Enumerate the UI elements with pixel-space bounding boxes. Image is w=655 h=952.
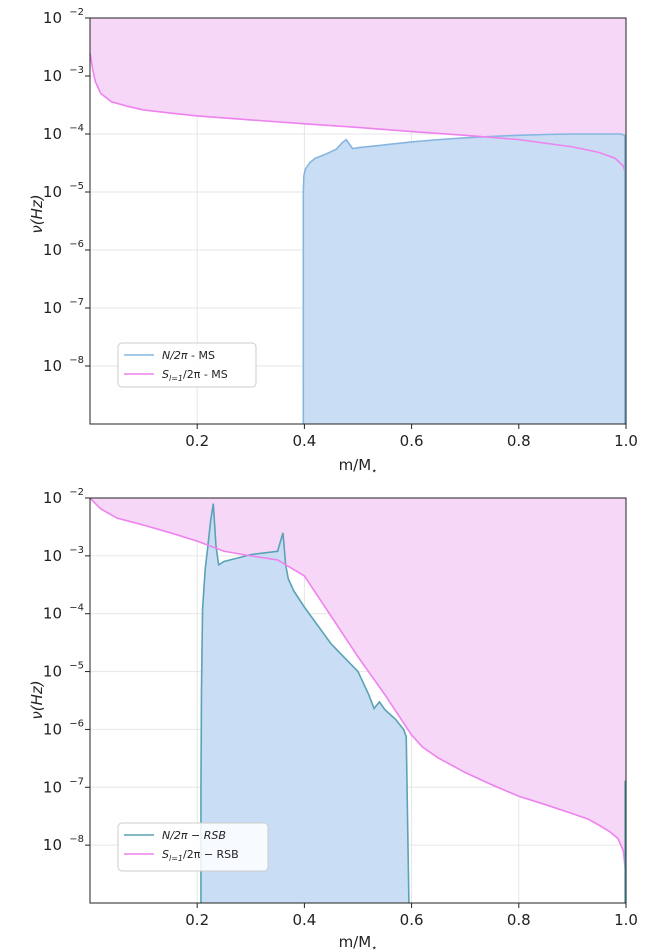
x-tick-label: 0.6 [400, 911, 424, 929]
x-axis-label: m/M⋆ [339, 933, 378, 952]
n-series-fill [303, 134, 625, 424]
y-tick-label: 10 [43, 663, 62, 681]
n-series-fill [200, 503, 409, 903]
y-tick-exponent: −5 [69, 181, 84, 192]
y-tick-exponent: −7 [69, 776, 84, 787]
y-tick-label: 10 [43, 241, 62, 259]
y-tick-exponent: −3 [69, 65, 84, 76]
y-tick-label: 10 [43, 125, 62, 143]
x-tick-label: 0.8 [507, 911, 531, 929]
x-tick-label: 0.2 [185, 911, 209, 929]
plot-area [90, 18, 626, 424]
n-series-line [200, 503, 410, 903]
legend-entry: Sl=1/2π - MS [162, 368, 228, 383]
legend: N/2π − RSB Sl=1/2π − RSB [117, 822, 269, 872]
n-series-line [302, 133, 626, 424]
y-tick-exponent: −7 [69, 297, 84, 308]
y-tick-exponent: −4 [69, 603, 84, 614]
y-tick-exponent: −2 [69, 7, 84, 18]
plot-frame [89, 17, 627, 425]
y-tick-exponent: −8 [69, 834, 84, 845]
y-tick-exponent: −2 [69, 487, 84, 498]
y-tick-exponent: −5 [69, 661, 84, 672]
x-tick-label: 0.4 [292, 911, 316, 929]
y-tick-exponent: −6 [69, 239, 84, 250]
y-axis-label: ν(Hz) [28, 194, 46, 233]
y-tick-label: 10 [43, 778, 62, 796]
y-tick-label: 10 [43, 720, 62, 738]
s-series-fill [90, 498, 626, 876]
y-tick-label: 10 [43, 183, 62, 201]
y-tick-label: 10 [43, 67, 62, 85]
y-tick-exponent: −8 [69, 355, 84, 366]
y-tick-label: 10 [43, 605, 62, 623]
y-tick-label: 10 [43, 299, 62, 317]
legend-box [117, 342, 257, 388]
legend-entry: Sl=1/2π − RSB [162, 848, 239, 863]
x-tick-label: 1.0 [614, 911, 638, 929]
x-tick-label: 1.0 [614, 432, 638, 450]
x-tick-label: 0.8 [507, 432, 531, 450]
x-tick-label: 0.4 [292, 432, 316, 450]
y-tick-label: 10 [43, 547, 62, 565]
y-tick-label: 10 [43, 489, 62, 507]
legend-box [117, 822, 269, 872]
y-tick-exponent: −3 [69, 545, 84, 556]
y-tick-exponent: −4 [69, 123, 84, 134]
legend-entry: N/2π − RSB [162, 829, 226, 842]
y-tick-label: 10 [43, 9, 62, 27]
chart-panel-2: 0.2 0.4 0.6 0.8 1.0 10 −2 10 −3 10 −4 10 −5 10 −6 10 −7 1… [28, 487, 638, 952]
plot-area [90, 498, 626, 903]
s-series-line [90, 498, 626, 876]
y-tick-label: 10 [43, 836, 62, 854]
s-series-line [90, 52, 626, 175]
chart-panel-1: 0.2 0.4 0.6 0.8 1.0 10 −2 10 −3 10 −4 10 −5 10 −6 10 −7 1… [28, 7, 638, 477]
legend: N/2π - MS Sl=1/2π - MS [117, 342, 257, 388]
legend-entry: N/2π - MS [162, 349, 215, 362]
x-tick-label: 0.2 [185, 432, 209, 450]
plot-frame [89, 497, 627, 904]
x-axis-label: m/M⋆ [339, 456, 378, 477]
s-series-fill [90, 18, 626, 175]
y-tick-exponent: −6 [69, 718, 84, 729]
x-tick-label: 0.6 [400, 432, 424, 450]
y-axis-label: ν(Hz) [28, 680, 46, 719]
y-tick-label: 10 [43, 357, 62, 375]
